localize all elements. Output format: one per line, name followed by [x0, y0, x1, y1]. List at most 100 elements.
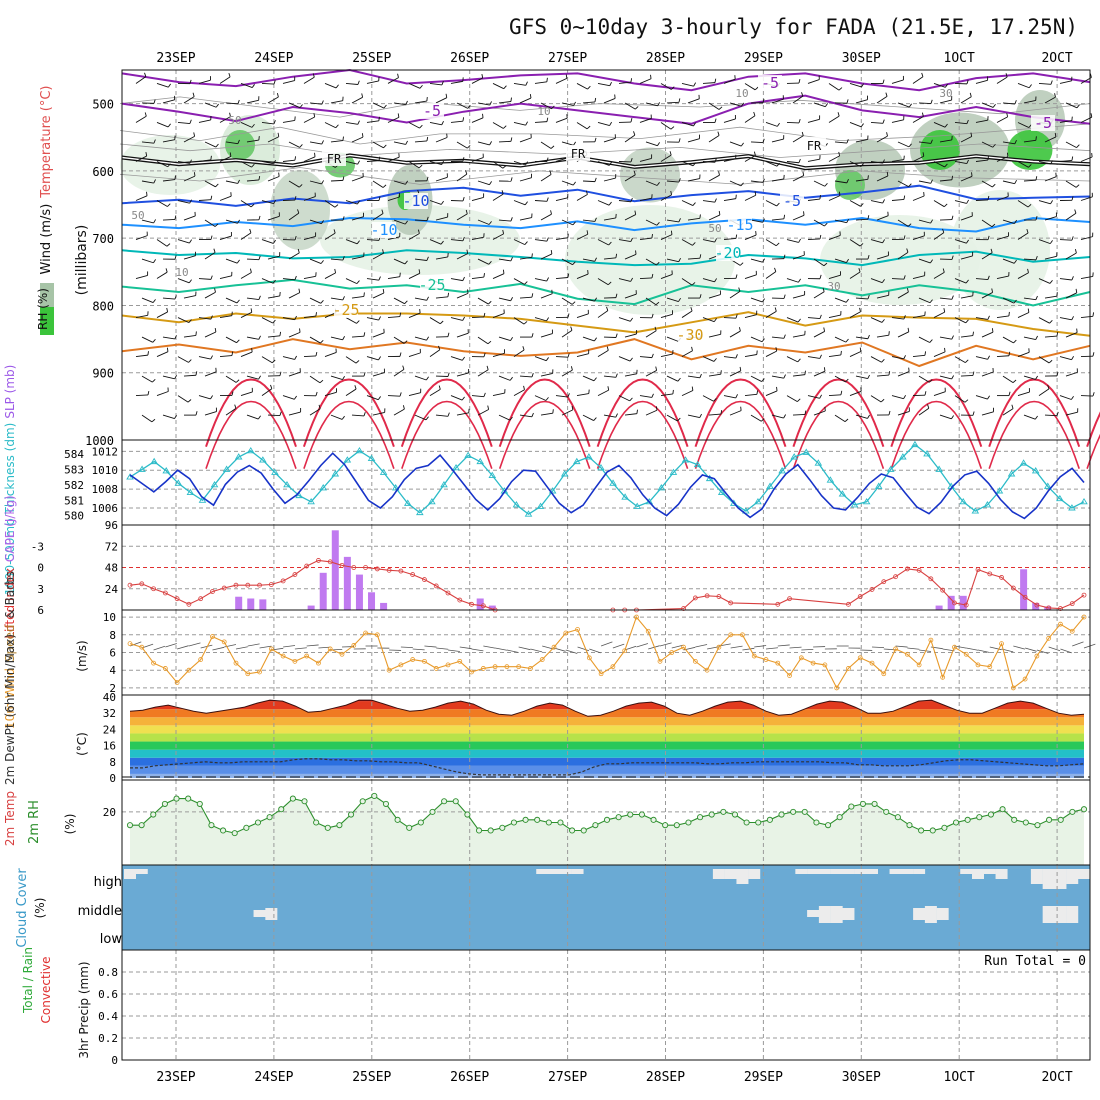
axis-title-part: 2m RH [27, 800, 42, 844]
wind-barb [828, 235, 841, 240]
wind-speed-line [129, 615, 1085, 690]
cloud-gap-middle [842, 908, 855, 920]
wind-speed-point [563, 630, 569, 636]
wind-barb [429, 200, 442, 205]
lifted-index-point [198, 596, 204, 602]
wind-barb-flag [693, 122, 697, 127]
rh-point [313, 819, 320, 826]
thickness-point [452, 463, 460, 471]
wind-barb-flag [1092, 392, 1095, 397]
wind-speed-point [798, 655, 804, 661]
wind-barb-flag [797, 358, 801, 363]
temp-tick: 0 [109, 772, 116, 785]
wind-barb [1044, 255, 1057, 260]
wind-barb-flag [951, 175, 954, 180]
wind-barb-flag [951, 375, 955, 380]
wind-barb [855, 336, 868, 340]
wind-barb-flag [585, 190, 588, 195]
wind-barb [513, 200, 526, 206]
date-label: 1OCT [944, 1070, 975, 1085]
wind-barb-flag [462, 236, 465, 241]
wind-barb [513, 239, 526, 246]
wind-barb-flag [383, 144, 387, 149]
wind-barb-flag [837, 112, 840, 117]
rh-point [871, 800, 878, 807]
wind-barb-flag [279, 411, 282, 416]
wind-barb-flag [210, 155, 212, 160]
wind-barb [156, 200, 168, 207]
thickness-point [524, 510, 533, 517]
wind-barb [960, 96, 972, 104]
wind-barb-flag [753, 111, 756, 116]
wind-barb [603, 137, 616, 143]
wind-barb-flag [153, 179, 156, 184]
wind-barb-flag [165, 268, 168, 273]
thickness-point [959, 497, 968, 505]
wind-barb [960, 215, 973, 221]
wind-barb-flag [342, 216, 345, 221]
wind-barb [765, 122, 778, 127]
thickness-point [886, 465, 895, 472]
axis-title-part: CAPE (J/kg) [3, 495, 17, 562]
wind-barb [393, 141, 406, 145]
wind-speed-point [634, 614, 639, 620]
cloud-gap-high [1066, 869, 1079, 884]
wind-barb-flag [657, 102, 661, 107]
thickness-point [222, 465, 231, 472]
wind-barb-flag [840, 350, 842, 355]
wind-barb [1048, 646, 1061, 652]
wind-barb [576, 313, 589, 318]
wind-barb-flag [503, 125, 507, 129]
wind-barb-flag [860, 203, 864, 207]
pressure-tick: 800 [92, 299, 114, 313]
wind-barb [933, 351, 946, 357]
wind-barb-flag [357, 80, 360, 85]
wind-barb [198, 317, 211, 320]
wind-barb [345, 83, 358, 85]
wind-barb [1080, 236, 1093, 240]
wind-barb [240, 83, 253, 88]
wind-barb-flag [525, 81, 528, 86]
wind-barb [954, 278, 967, 284]
wind-barb [597, 310, 609, 318]
wind-barb [477, 102, 490, 106]
wind-barb-flag [609, 81, 612, 86]
thickness-point [174, 479, 183, 486]
date-label: 28SEP [646, 51, 685, 66]
wind-barb-flag [378, 116, 380, 121]
temp-tick: 32 [103, 707, 116, 720]
cape-bar [947, 595, 955, 610]
rh-contour [119, 143, 1091, 158]
lifted-index-point [1058, 606, 1063, 611]
wind-speed-point [1022, 676, 1028, 682]
wind-barb [871, 646, 885, 649]
wind-barb [351, 96, 363, 104]
wind-barb-flag [969, 92, 972, 97]
rh-point [883, 808, 890, 815]
wind-speed-point [174, 680, 180, 686]
wind-barb [288, 411, 301, 416]
wind-barb [492, 273, 505, 279]
wind-barb-flag [356, 320, 360, 324]
wind-barb [624, 214, 636, 221]
label-bg [334, 302, 358, 318]
wind-barb-flag [502, 229, 505, 234]
date-label: 23SEP [156, 51, 195, 66]
wind-barb [975, 159, 988, 162]
wind-barb-flag [270, 384, 273, 389]
wind-barb [645, 409, 658, 416]
axis-title-part: Cloud Cover [15, 868, 30, 948]
wind-speed-point [893, 646, 898, 652]
wind-barb-flag [397, 113, 400, 118]
wind-barb-flag [669, 151, 672, 156]
wind-barb [828, 314, 841, 319]
wind-barb [870, 395, 882, 403]
wind-barb-flag [594, 177, 597, 182]
rh-point [324, 824, 331, 831]
wind-barb [1002, 141, 1015, 145]
wind-barb-flag [273, 120, 276, 125]
thickness-tick: 584 [64, 448, 84, 461]
wind-barb [960, 375, 974, 377]
wind-barb-flag [403, 340, 408, 344]
wind-barb-flag [383, 104, 387, 109]
